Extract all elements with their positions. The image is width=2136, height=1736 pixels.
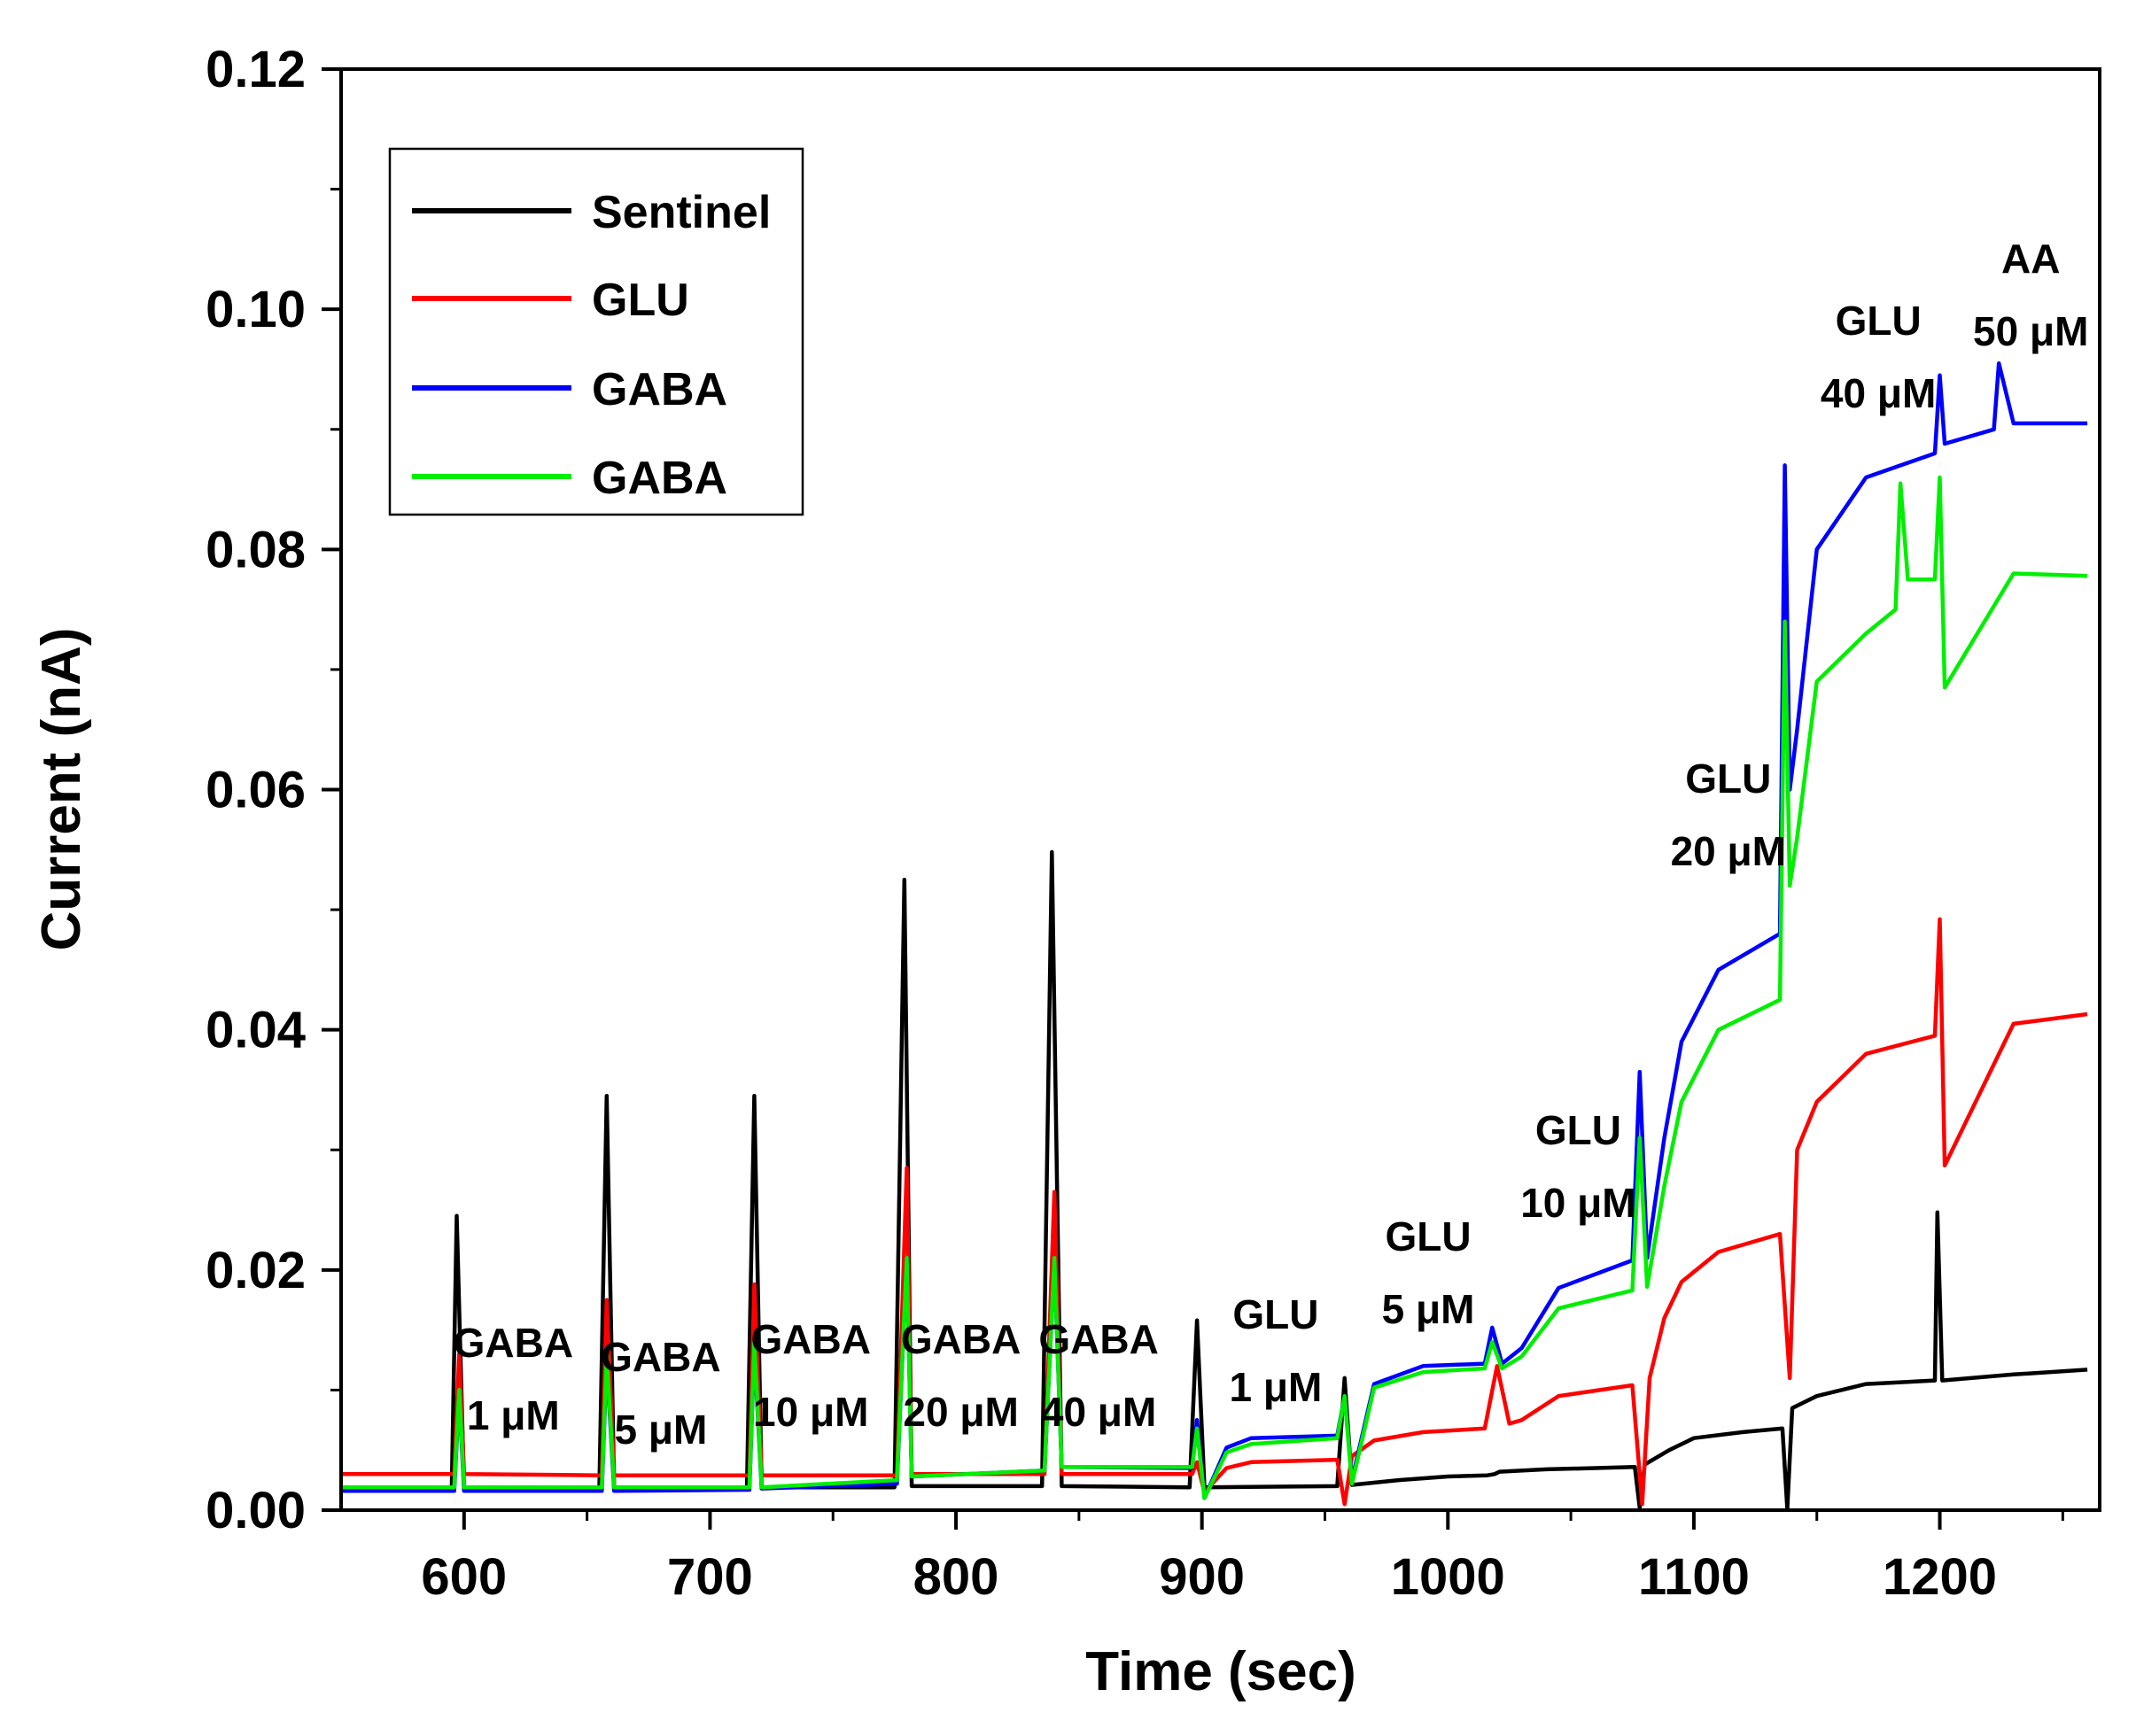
y-axis: 0.00 0.02 0.04 0.06 0.08 0.10 0.12: [206, 41, 341, 1539]
annotation-label: GLU: [1386, 1213, 1472, 1259]
annotation-label: 1 μM: [1230, 1364, 1323, 1410]
annotation-label: 40 μM: [1821, 370, 1936, 416]
x-tick-label: 800: [913, 1548, 999, 1606]
x-axis: 600 700 800 900 1000 1100 1200: [421, 1510, 2064, 1606]
annotation-label: 10 μM: [753, 1389, 868, 1435]
annotation-label: AA: [2001, 236, 2060, 282]
x-tick-label: 600: [421, 1548, 507, 1606]
annotation-label: 20 μM: [903, 1389, 1018, 1435]
annotation-label: GABA: [751, 1316, 871, 1362]
x-tick-label: 700: [667, 1548, 753, 1606]
annotation-label: GLU: [1836, 298, 1922, 344]
series-line-3: [341, 475, 2088, 1500]
x-tick-label: 900: [1159, 1548, 1245, 1606]
annotation-label: 50 μM: [1973, 308, 2088, 354]
x-tick-label: 1000: [1391, 1548, 1505, 1606]
plot-lines: [341, 360, 2088, 1511]
x-tick-label: 1200: [1883, 1548, 1997, 1606]
y-tick-label: 0.12: [206, 41, 306, 98]
annotation-label: GABA: [1038, 1316, 1158, 1362]
annotation-label: 5 μM: [614, 1407, 707, 1453]
y-tick-label: 0.06: [206, 762, 306, 819]
series-line-0: [341, 849, 2088, 1511]
legend: Sentinel GLU GABA GABA: [388, 147, 804, 516]
annotation-label: GLU: [1535, 1107, 1621, 1153]
annotation-label: 40 μM: [1041, 1389, 1156, 1435]
annotation-label: 1 μM: [467, 1392, 560, 1438]
annotation-label: 5 μM: [1382, 1286, 1475, 1332]
annotation-label: GABA: [601, 1334, 720, 1380]
annotation-label: GABA: [901, 1316, 1021, 1362]
annotation-label: 20 μM: [1671, 828, 1786, 874]
x-axis-title: Time (sec): [1085, 1641, 1356, 1702]
legend-label-gaba-blue: GABA: [592, 364, 727, 415]
y-tick-label: 0.08: [206, 521, 306, 578]
annotation-label: GABA: [454, 1320, 573, 1366]
x-tick-label: 1100: [1638, 1548, 1750, 1606]
annotation-label: GLU: [1232, 1291, 1318, 1337]
y-tick-label: 0.10: [206, 281, 306, 338]
annotation-label: GLU: [1685, 756, 1771, 802]
y-tick-label: 0.04: [206, 1002, 306, 1059]
legend-label-gaba-green: GABA: [592, 453, 727, 504]
annotation-label: 10 μM: [1520, 1180, 1635, 1226]
legend-label-sentinel: Sentinel: [592, 187, 771, 238]
y-axis-title: Current (nA): [31, 627, 92, 950]
legend-label-glu: GLU: [592, 275, 689, 326]
annotations: GABA 1 μM GABA 5 μM GABA 10 μM GABA 20 μM GABA 40…: [454, 236, 2089, 1453]
y-tick-label: 0.02: [206, 1242, 306, 1299]
y-tick-label: 0.00: [206, 1482, 306, 1539]
